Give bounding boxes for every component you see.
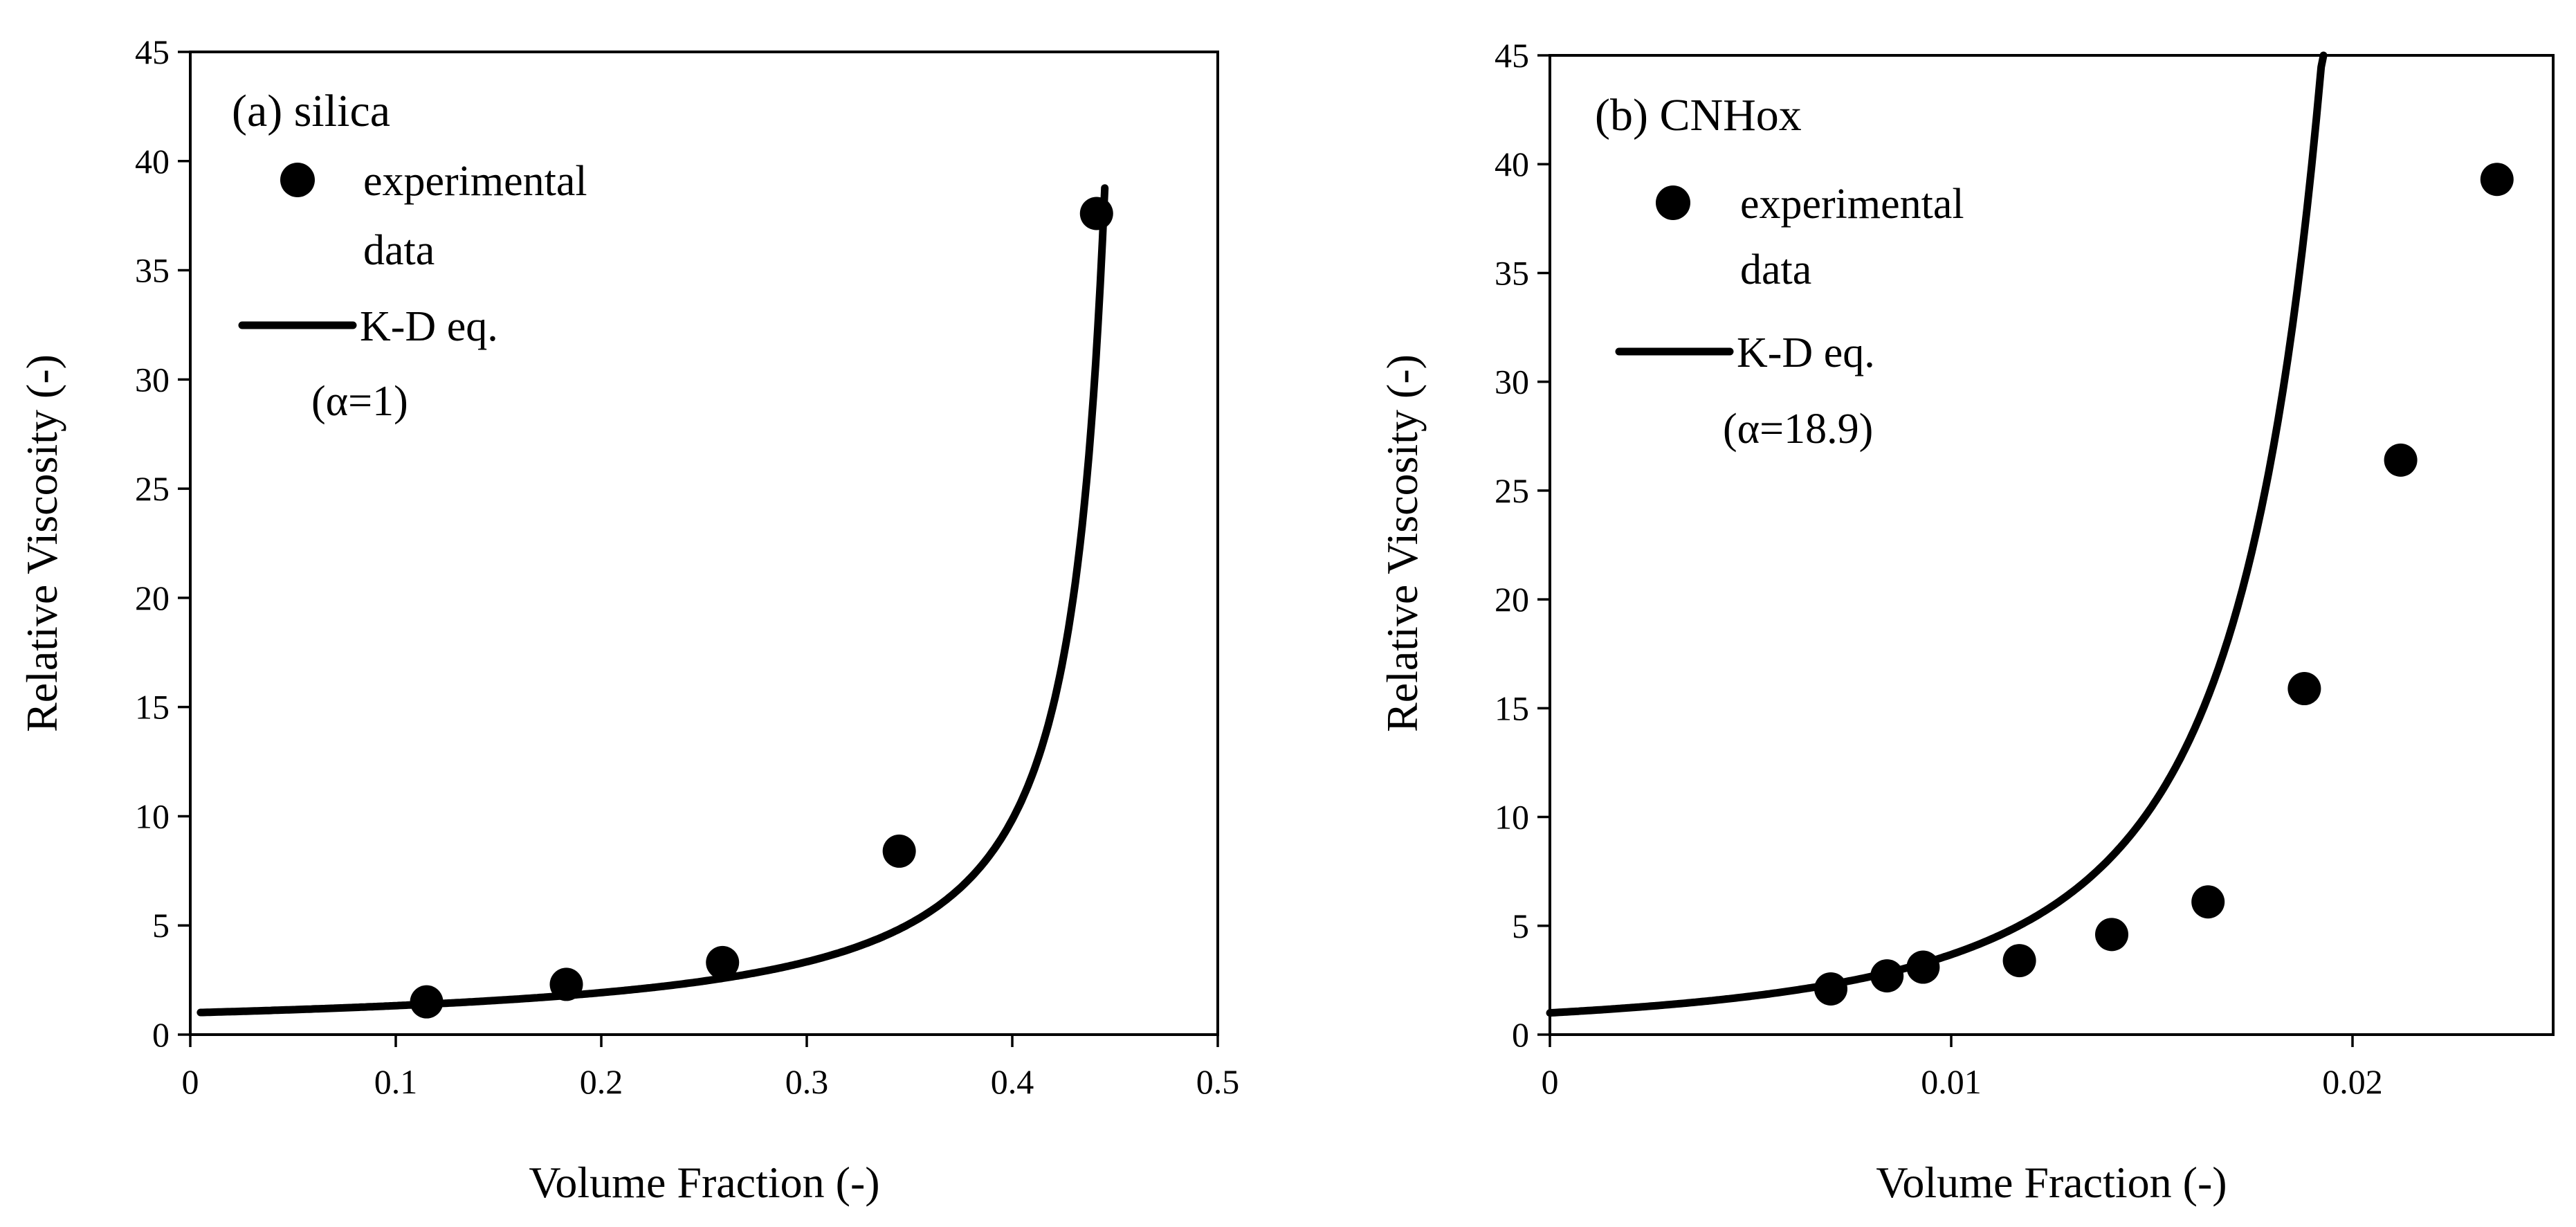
data-point: [882, 834, 916, 868]
y-tick-label: 30: [1495, 363, 1529, 401]
chart-panel-silica: 0 0.1 0.2 0.3 0.4 0.5 0 5 10 15 20 25 30 35 40 45 Volu…: [17, 33, 1239, 1207]
y-tick-label: 35: [135, 251, 170, 290]
y-axis-ticks: 0 5 10 15 20 25 30 35 40 45: [135, 33, 190, 1054]
kd-equation-curve: [197, 184, 1109, 1017]
data-point: [549, 967, 583, 1001]
y-tick-label: 0: [152, 1015, 170, 1054]
y-axis-label: Relative Viscosity (-): [1378, 354, 1427, 732]
experimental-points: [1814, 163, 2514, 1006]
x-tick-label: 0: [1542, 1062, 1559, 1101]
x-tick-label: 0.1: [374, 1062, 418, 1101]
y-axis-ticks: 0 5 10 15 20 25 30 35 40 45: [1495, 36, 1550, 1054]
x-axis-ticks: 0 0.01 0.02: [1542, 1035, 2383, 1101]
x-axis-label: Volume Fraction (-): [529, 1158, 879, 1207]
experimental-points: [410, 197, 1113, 1019]
x-tick-label: 0.3: [785, 1062, 829, 1101]
legend-line-param: (α=1): [311, 378, 408, 425]
data-point: [1814, 972, 1847, 1006]
x-tick-label: 0.01: [1921, 1062, 1982, 1101]
y-tick-label: 30: [135, 360, 170, 399]
legend-points-label-line1: experimental: [363, 158, 587, 205]
plot-frame: [189, 51, 1219, 1036]
y-tick-label: 25: [135, 469, 170, 508]
data-point: [1079, 197, 1113, 230]
legend-line-param: (α=18.9): [1723, 406, 1873, 453]
legend-point-marker: [1656, 185, 1690, 220]
panel-label: (b) CNHox: [1595, 90, 1802, 140]
legend-line-label: K-D eq.: [1737, 329, 1875, 376]
legend-points-label-line2: data: [1740, 246, 1811, 293]
y-tick-label: 5: [1512, 907, 1529, 945]
data-point: [1870, 959, 1904, 993]
legend-point-marker: [280, 163, 315, 197]
y-tick-label: 20: [1495, 580, 1529, 619]
data-point: [2191, 885, 2225, 919]
y-tick-label: 10: [1495, 798, 1529, 837]
x-axis-label: Volume Fraction (-): [1876, 1158, 2227, 1207]
legend-line-label: K-D eq.: [360, 303, 498, 350]
chart-panel-cnhox: 0 0.01 0.02 0 5 10 15 20 25 30 35 40 45 Volume Frac…: [1378, 36, 2555, 1207]
y-tick-label: 45: [1495, 36, 1529, 75]
panel-label: (a) silica: [232, 86, 390, 136]
data-point: [706, 945, 740, 979]
y-tick-label: 10: [135, 797, 170, 835]
y-axis-label: Relative Viscosity (-): [17, 354, 66, 732]
data-point: [2002, 944, 2036, 978]
x-tick-label: 0.02: [2322, 1062, 2383, 1101]
y-tick-label: 45: [135, 33, 170, 71]
plot-frame: [1549, 54, 2555, 1036]
y-tick-label: 35: [1495, 253, 1529, 292]
y-tick-label: 40: [1495, 145, 1529, 183]
legend-points-label-line2: data: [363, 227, 435, 274]
legend-points-label-line1: experimental: [1740, 181, 1964, 228]
x-tick-label: 0.2: [580, 1062, 623, 1101]
x-axis-ticks: 0 0.1 0.2 0.3 0.4 0.5: [182, 1035, 1240, 1101]
data-point: [2095, 918, 2128, 952]
y-tick-label: 25: [1495, 471, 1529, 510]
x-tick-label: 0.4: [991, 1062, 1034, 1101]
data-point: [410, 985, 444, 1019]
y-tick-label: 20: [135, 579, 170, 617]
data-point: [2384, 443, 2418, 477]
y-tick-label: 5: [152, 906, 170, 945]
y-tick-label: 15: [1495, 689, 1529, 727]
data-point: [2287, 672, 2321, 706]
x-tick-label: 0: [182, 1062, 199, 1101]
data-point: [2480, 163, 2514, 197]
data-point: [1906, 950, 1940, 984]
y-tick-label: 0: [1512, 1015, 1529, 1054]
y-tick-label: 15: [135, 688, 170, 727]
y-tick-label: 40: [135, 142, 170, 181]
x-tick-label: 0.5: [1196, 1062, 1240, 1101]
